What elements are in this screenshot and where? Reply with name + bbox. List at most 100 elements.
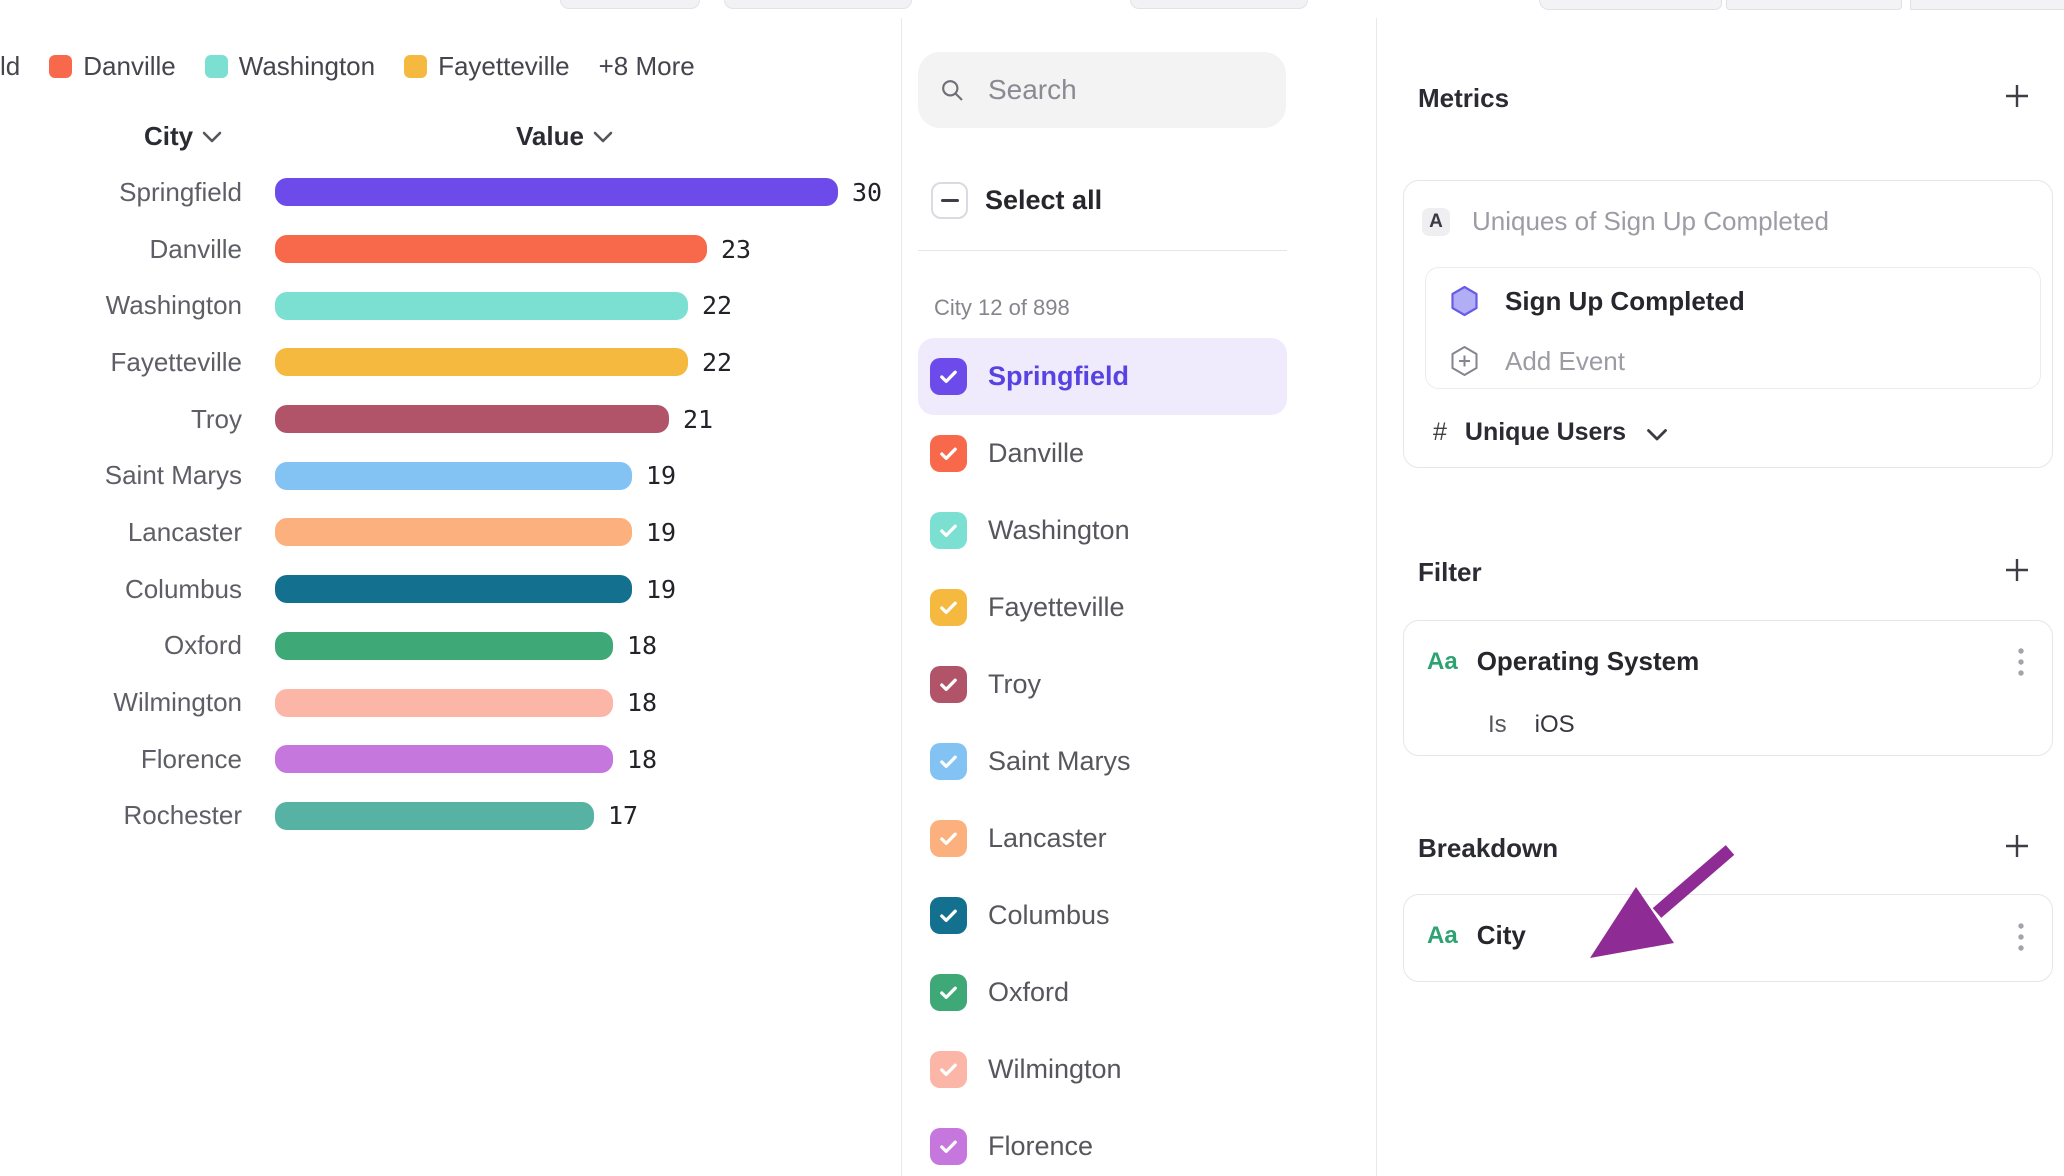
legend-item[interactable]: Fayetteville	[404, 51, 570, 82]
minus-icon	[940, 198, 959, 203]
city-list-item[interactable]: Columbus	[918, 877, 1287, 954]
plus-icon	[2006, 835, 2028, 857]
city-list-item[interactable]: Troy	[918, 646, 1287, 723]
city-checkbox[interactable]	[930, 820, 967, 857]
chart-bar[interactable]	[275, 518, 632, 547]
filter-property-label: Operating System	[1476, 646, 1700, 676]
chart-value-label: 21	[683, 404, 714, 434]
chart-bar[interactable]	[275, 745, 613, 774]
city-list-item[interactable]: Saint Marys	[918, 723, 1287, 800]
legend-item-clipped[interactable]: ld	[0, 50, 21, 81]
chart-bar-row: Rochester 17	[0, 788, 901, 845]
chart-bar[interactable]	[275, 575, 632, 604]
toolbar-fragment	[1130, 0, 1308, 9]
filter-condition-row[interactable]: Is iOS	[1488, 711, 1575, 739]
check-icon	[940, 447, 957, 461]
chart-bar-row: Danville 23	[0, 221, 901, 278]
chart-bar[interactable]	[275, 801, 594, 830]
city-checkbox[interactable]	[930, 358, 967, 395]
city-checkbox[interactable]	[930, 666, 967, 703]
chart-bar[interactable]	[275, 178, 838, 207]
add-breakdown-button[interactable]	[2002, 831, 2032, 861]
city-checkbox[interactable]	[930, 1051, 967, 1088]
city-label: Columbus	[988, 900, 1110, 930]
city-list-item[interactable]: Wilmington	[918, 1031, 1287, 1108]
chart-bar[interactable]	[275, 631, 613, 660]
add-event-row[interactable]: Add Event	[1449, 341, 1625, 381]
chart-bar[interactable]	[275, 348, 688, 377]
chart-category-label: Florence	[140, 743, 242, 774]
check-icon	[940, 832, 957, 846]
search-input[interactable]	[985, 73, 1264, 107]
text-property-icon: Aa	[1427, 921, 1458, 949]
chart-bar-row: Lancaster 19	[0, 504, 901, 561]
legend-swatch	[204, 54, 228, 78]
chart-bar-row: Washington 22	[0, 277, 901, 334]
city-list-item[interactable]: Washington	[918, 492, 1287, 569]
breakdown-property-row[interactable]: Aa City	[1427, 920, 1526, 951]
measured-as-dropdown[interactable]: # Unique Users	[1433, 418, 1668, 447]
column-header-value[interactable]: Value	[516, 119, 613, 153]
city-label: Fayetteville	[988, 592, 1125, 622]
chart-bar[interactable]	[275, 461, 632, 490]
filter-operator: Is	[1488, 711, 1507, 738]
chart-value-label: 19	[646, 461, 677, 491]
chart-bar[interactable]	[275, 235, 707, 264]
city-checkbox[interactable]	[930, 897, 967, 934]
city-label: Florence	[988, 1131, 1094, 1161]
city-checkbox[interactable]	[930, 1128, 967, 1165]
city-checkbox[interactable]	[930, 743, 967, 780]
city-checkbox[interactable]	[930, 589, 967, 626]
search-field[interactable]	[918, 52, 1286, 128]
chevron-down-icon	[593, 131, 613, 143]
chart-category-label: Fayetteville	[110, 346, 243, 377]
chart-bar-row: Fayetteville 22	[0, 334, 901, 391]
city-checkbox[interactable]	[930, 512, 967, 549]
filter-property-row[interactable]: Aa Operating System	[1427, 646, 1699, 677]
column-header-city[interactable]: City	[144, 119, 222, 153]
chart-value-label: 19	[646, 517, 677, 547]
legend-label: Fayetteville	[438, 50, 570, 81]
city-list-item[interactable]: Danville	[918, 415, 1287, 492]
add-filter-button[interactable]	[2002, 555, 2032, 585]
city-list-item[interactable]: Springfield	[918, 338, 1287, 415]
select-all-checkbox-indeterminate[interactable]	[931, 182, 968, 219]
city-header-label: City	[144, 120, 194, 151]
city-list-item[interactable]: Lancaster	[918, 800, 1287, 877]
breakdown-card[interactable]: Aa City	[1403, 894, 2053, 982]
city-checkbox[interactable]	[930, 974, 967, 1011]
legend-more-button[interactable]: +8 More	[598, 50, 695, 81]
legend-swatch	[49, 54, 73, 78]
metric-card[interactable]: A Uniques of Sign Up Completed Sign Up C…	[1403, 180, 2053, 468]
kebab-icon	[2018, 923, 2024, 951]
add-metric-button[interactable]	[2002, 81, 2032, 111]
check-icon	[940, 601, 957, 615]
panel-divider	[1376, 18, 1377, 1176]
event-row[interactable]: Sign Up Completed	[1449, 281, 1745, 321]
city-label: Troy	[988, 669, 1041, 699]
chart-legend: ld Danville Washington Fayetteville +8 M…	[0, 51, 695, 81]
check-icon	[940, 1063, 957, 1077]
chart-bar-row: Troy 21	[0, 391, 901, 448]
legend-item[interactable]: Danville	[49, 51, 176, 82]
legend-label: Danville	[83, 50, 176, 81]
chart-category-label: Lancaster	[127, 516, 242, 547]
filter-menu-button[interactable]	[2012, 646, 2030, 680]
breakdown-menu-button[interactable]	[2012, 921, 2030, 955]
metric-summary-row: A Uniques of Sign Up Completed	[1422, 206, 1829, 237]
chart-category-label: Columbus	[124, 573, 242, 604]
chart-bar[interactable]	[275, 405, 669, 434]
city-checkbox[interactable]	[930, 435, 967, 472]
chart-category-label: Springfield	[119, 176, 242, 207]
select-all-row[interactable]: Select all	[931, 182, 1102, 219]
filter-card[interactable]: Aa Operating System Is iOS	[1403, 620, 2053, 756]
chart-bar[interactable]	[275, 291, 688, 320]
chart-bar-row: Springfield 30	[0, 164, 901, 221]
metric-summary-label: Uniques of Sign Up Completed	[1472, 206, 1829, 236]
legend-item[interactable]: Washington	[204, 51, 375, 82]
chart-bar[interactable]	[275, 688, 613, 717]
city-list-item[interactable]: Florence	[918, 1108, 1287, 1176]
city-list-item[interactable]: Fayetteville	[918, 569, 1287, 646]
city-list-item[interactable]: Oxford	[918, 954, 1287, 1031]
